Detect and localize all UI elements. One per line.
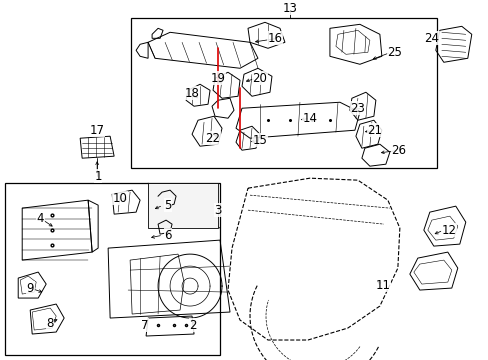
Text: 13: 13 [282, 2, 297, 15]
Text: 3: 3 [214, 204, 221, 217]
Text: 26: 26 [390, 144, 406, 157]
Text: 20: 20 [252, 72, 267, 85]
Text: 19: 19 [210, 72, 225, 85]
Text: 11: 11 [375, 279, 389, 292]
Text: 4: 4 [37, 212, 44, 225]
Text: 24: 24 [424, 32, 438, 45]
Text: 15: 15 [252, 134, 267, 147]
Text: 21: 21 [366, 124, 382, 137]
Text: 23: 23 [350, 102, 365, 115]
Text: 9: 9 [26, 282, 34, 294]
Text: 5: 5 [164, 199, 171, 212]
Text: 1: 1 [94, 170, 102, 183]
Text: 2: 2 [189, 319, 196, 332]
Text: 8: 8 [46, 316, 54, 329]
Polygon shape [148, 183, 218, 228]
Text: 14: 14 [302, 112, 317, 125]
Bar [5, 183, 220, 355]
Text: 18: 18 [184, 87, 199, 100]
Text: 16: 16 [267, 32, 282, 45]
Text: 12: 12 [440, 224, 455, 237]
Text: 17: 17 [89, 124, 104, 137]
Text: 22: 22 [205, 132, 220, 145]
Text: 6: 6 [164, 229, 171, 242]
Bar [131, 18, 436, 168]
Text: 7: 7 [141, 319, 148, 332]
Text: 25: 25 [386, 46, 402, 59]
Text: 10: 10 [112, 192, 127, 204]
